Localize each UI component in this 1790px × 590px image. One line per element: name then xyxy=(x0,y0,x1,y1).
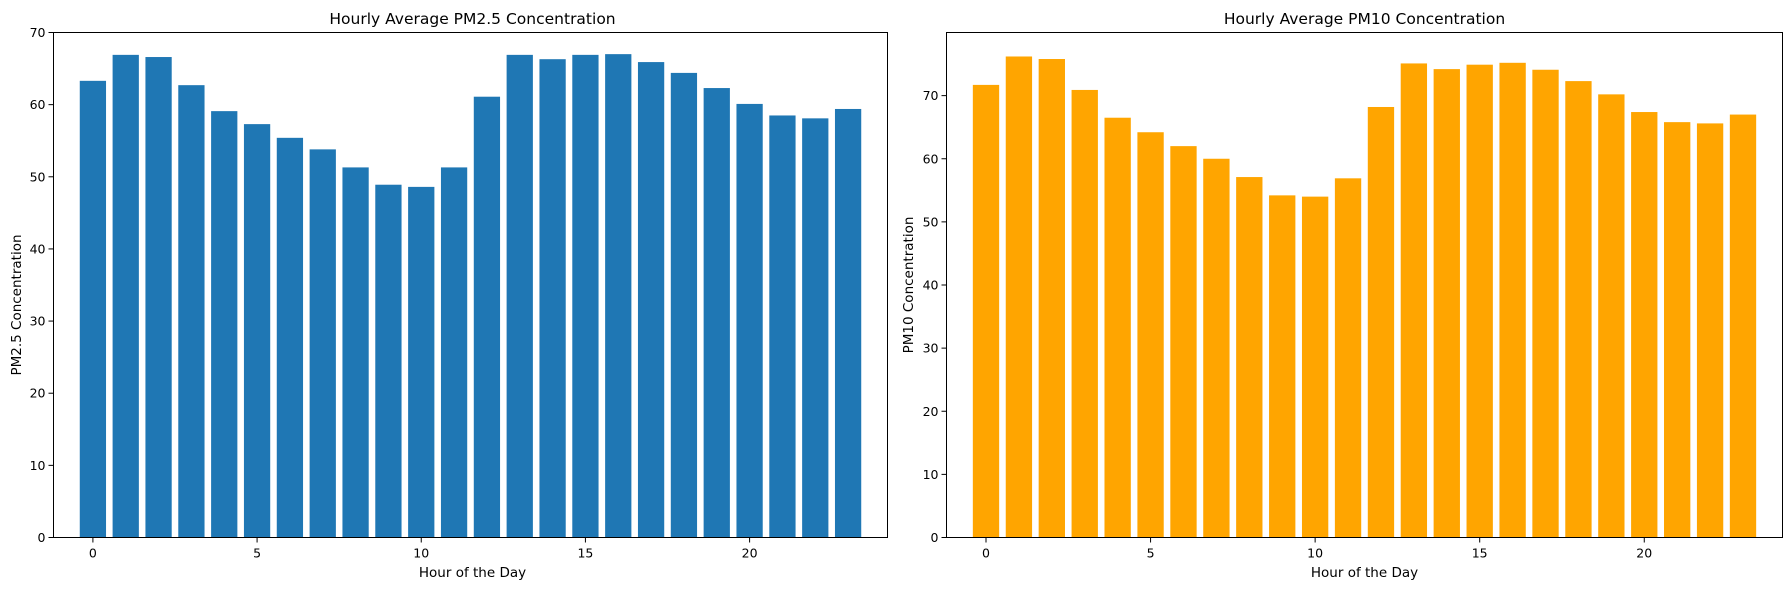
bar-hour-21 xyxy=(769,115,796,538)
bar-hour-5 xyxy=(243,124,271,538)
bar-hour-21 xyxy=(1664,122,1691,538)
y-tick-label: 40 xyxy=(923,278,939,293)
y-tick-label: 50 xyxy=(30,169,46,184)
x-tick-label: 15 xyxy=(577,546,593,561)
y-tick-label: 70 xyxy=(923,88,939,103)
x-tick-label: 10 xyxy=(1307,546,1323,561)
bar-hour-1 xyxy=(1005,56,1033,538)
bar-hour-12 xyxy=(1367,106,1395,538)
bar-hour-18 xyxy=(1565,81,1592,538)
y-tick-label: 10 xyxy=(30,458,46,473)
bar-hour-5 xyxy=(1137,132,1164,538)
bar-hour-20 xyxy=(1631,112,1658,538)
chart-title: Hourly Average PM2.5 Concentration xyxy=(329,10,615,28)
bar-hour-20 xyxy=(736,103,763,538)
bar-hour-10 xyxy=(408,186,435,538)
bar-hour-18 xyxy=(670,72,698,538)
bar-hour-19 xyxy=(1598,94,1625,538)
bar-hour-10 xyxy=(1301,196,1329,538)
bar-hour-13 xyxy=(1400,63,1428,538)
bar-group xyxy=(972,56,1757,538)
x-tick-label: 0 xyxy=(982,546,990,561)
tick-group: 0 5 10 15 20 0 10 20 30 40 50 60 70 xyxy=(30,25,758,561)
bar-hour-8 xyxy=(1236,177,1263,538)
bar-hour-17 xyxy=(1532,69,1559,538)
bar-hour-23 xyxy=(834,108,862,538)
y-tick-label: 50 xyxy=(923,214,939,229)
bar-hour-17 xyxy=(637,62,665,538)
bar-hour-12 xyxy=(473,96,501,538)
bar-hour-3 xyxy=(178,85,205,538)
x-axis-label: Hour of the Day xyxy=(419,565,526,581)
bar-hour-9 xyxy=(375,184,402,538)
y-tick-label: 60 xyxy=(923,151,939,166)
bar-hour-0 xyxy=(972,84,1000,538)
plot-frame xyxy=(53,32,888,538)
bar-hour-6 xyxy=(276,137,304,538)
bar-hour-11 xyxy=(1334,178,1362,538)
bar-hour-22 xyxy=(802,118,829,538)
bar-hour-7 xyxy=(1203,158,1230,538)
bar-hour-16 xyxy=(605,54,632,538)
bar-hour-8 xyxy=(342,167,369,538)
bar-hour-3 xyxy=(1071,89,1098,538)
pm25-chart: Hourly Average PM2.5 Concentration Hour … xyxy=(9,10,888,581)
bar-hour-1 xyxy=(112,54,139,538)
bar-hour-2 xyxy=(145,57,172,538)
bar-hour-22 xyxy=(1696,123,1724,538)
x-tick-label: 10 xyxy=(413,546,429,561)
bar-hour-9 xyxy=(1269,195,1296,538)
x-tick-label: 0 xyxy=(89,546,97,561)
bar-hour-7 xyxy=(309,149,336,538)
y-tick-label: 70 xyxy=(30,25,46,40)
y-tick-label: 40 xyxy=(30,241,46,256)
x-axis-label: Hour of the Day xyxy=(1311,565,1418,581)
y-tick-label: 0 xyxy=(38,530,46,545)
bar-hour-11 xyxy=(440,167,468,538)
y-tick-label: 30 xyxy=(923,341,939,356)
bar-hour-23 xyxy=(1729,114,1757,538)
y-tick-label: 30 xyxy=(30,314,46,329)
x-tick-label: 5 xyxy=(253,546,261,561)
bar-hour-4 xyxy=(1104,117,1131,538)
y-tick-label: 10 xyxy=(923,467,939,482)
chart-title: Hourly Average PM10 Concentration xyxy=(1224,10,1505,28)
bar-hour-15 xyxy=(1466,64,1493,538)
bar-group xyxy=(79,54,862,538)
x-tick-label: 20 xyxy=(742,546,758,561)
y-tick-label: 20 xyxy=(30,386,46,401)
bar-hour-19 xyxy=(703,88,730,538)
bar-hour-16 xyxy=(1499,62,1526,538)
plot-frame xyxy=(946,32,1783,538)
y-axis-label: PM2.5 Concentration xyxy=(9,234,25,375)
x-tick-label: 20 xyxy=(1636,546,1652,561)
y-tick-label: 20 xyxy=(923,404,939,419)
x-tick-label: 15 xyxy=(1472,546,1488,561)
bar-hour-2 xyxy=(1038,59,1065,538)
bar-hour-4 xyxy=(211,111,238,538)
y-tick-label: 60 xyxy=(30,97,46,112)
bar-hour-14 xyxy=(539,59,566,538)
x-tick-label: 5 xyxy=(1147,546,1155,561)
pm10-chart: Hourly Average PM10 Concentration Hour o… xyxy=(901,10,1783,581)
tick-group: 0 5 10 15 20 0 10 20 30 40 50 60 70 xyxy=(923,88,1653,560)
y-axis-label: PM10 Concentration xyxy=(901,217,917,354)
bar-hour-13 xyxy=(506,54,533,538)
bar-hour-14 xyxy=(1433,69,1460,538)
y-tick-label: 0 xyxy=(931,530,939,545)
bar-hour-6 xyxy=(1170,146,1197,538)
bar-hour-0 xyxy=(79,80,107,538)
bar-hour-15 xyxy=(572,54,599,538)
